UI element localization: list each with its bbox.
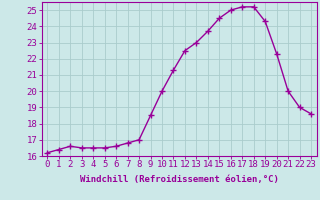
X-axis label: Windchill (Refroidissement éolien,°C): Windchill (Refroidissement éolien,°C): [80, 175, 279, 184]
